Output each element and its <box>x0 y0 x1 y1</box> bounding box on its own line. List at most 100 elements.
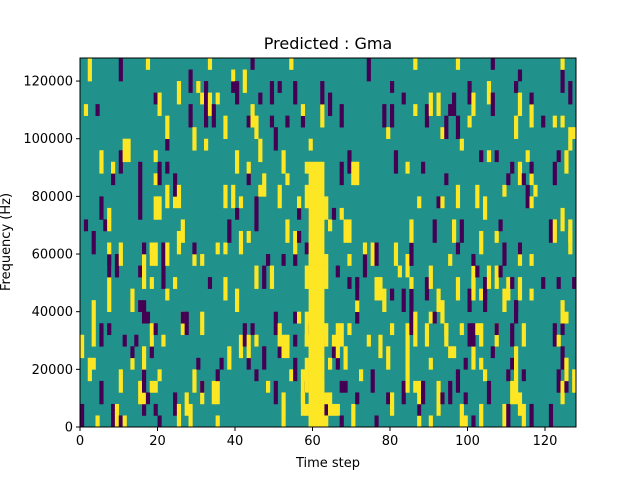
heatmap-cell <box>312 346 317 359</box>
heatmap-cell <box>273 323 278 336</box>
heatmap-cell <box>312 403 317 416</box>
heatmap-cell <box>188 69 193 82</box>
heatmap-cell <box>223 196 228 209</box>
heatmap-cell <box>331 403 337 416</box>
heatmap-cell <box>254 219 259 232</box>
heatmap-cell <box>471 323 476 336</box>
heatmap-cell <box>304 323 309 336</box>
x-tick-label: 120 <box>533 434 558 449</box>
heatmap-cell <box>99 334 104 347</box>
heatmap-cell <box>173 196 178 209</box>
heatmap-cell <box>347 161 352 174</box>
heatmap-cell <box>440 196 445 209</box>
heatmap-cell <box>521 403 526 416</box>
heatmap-cell <box>366 334 371 347</box>
heatmap-cell <box>200 92 205 105</box>
heatmap-cell <box>235 150 240 163</box>
heatmap-cell <box>568 242 573 255</box>
heatmap-cell <box>452 219 457 232</box>
heatmap-cell <box>200 323 205 336</box>
heatmap-cell <box>281 415 286 428</box>
heatmap-cell <box>176 92 182 105</box>
heatmap-cell <box>312 300 317 312</box>
heatmap-cell <box>320 265 325 278</box>
heatmap-cell <box>374 254 379 266</box>
heatmap-cell <box>277 346 282 359</box>
heatmap-cell <box>157 369 162 382</box>
heatmap-cell <box>80 415 85 428</box>
heatmap-cell <box>157 415 162 428</box>
heatmap-cell <box>285 334 290 347</box>
heatmap-cell <box>440 311 445 324</box>
heatmap-cell <box>331 207 337 220</box>
heatmap-cell <box>312 254 317 266</box>
heatmap-cell <box>324 277 329 289</box>
heatmap-cell <box>107 265 112 278</box>
heatmap-cell <box>204 81 209 93</box>
heatmap-cell <box>258 184 263 197</box>
heatmap-cell <box>405 161 410 174</box>
heatmap-cell <box>114 415 120 428</box>
heatmap-cell <box>111 403 116 416</box>
heatmap-cell <box>254 277 259 289</box>
heatmap-cell <box>564 380 569 393</box>
heatmap-cell <box>483 277 488 289</box>
heatmap-cell <box>312 323 317 336</box>
heatmap-cell <box>122 415 127 428</box>
heatmap-cell <box>560 219 565 232</box>
heatmap-cell <box>153 173 158 186</box>
x-tick-label: 0 <box>76 434 84 449</box>
heatmap-cell <box>126 150 131 163</box>
heatmap-cell <box>200 380 205 393</box>
heatmap-cell <box>91 300 96 312</box>
heatmap-cell <box>467 92 472 105</box>
heatmap-cell <box>486 277 492 289</box>
heatmap-cell <box>176 415 182 428</box>
heatmap-cell <box>378 277 383 289</box>
heatmap-cell <box>351 415 356 428</box>
heatmap-cell <box>514 311 519 324</box>
heatmap-cell <box>273 311 278 324</box>
heatmap-cell <box>161 334 166 347</box>
heatmap-cell <box>107 207 112 220</box>
heatmap-cell <box>173 173 178 186</box>
heatmap-cell <box>525 150 530 163</box>
heatmap-cell <box>560 69 565 82</box>
heatmap-cell <box>153 92 158 105</box>
heatmap-cell <box>378 346 383 359</box>
x-tick-label: 80 <box>382 434 399 449</box>
heatmap-cell <box>300 104 306 116</box>
heatmap-cell <box>355 277 360 289</box>
heatmap-cell <box>483 369 488 382</box>
heatmap-cell <box>521 323 526 336</box>
heatmap-cell <box>347 254 352 266</box>
heatmap-cell <box>304 369 309 382</box>
heatmap-cell <box>180 311 185 324</box>
heatmap-cell <box>370 369 375 382</box>
heatmap-cell <box>556 369 561 382</box>
heatmap-cell <box>316 184 321 197</box>
heatmap-cell <box>304 265 309 278</box>
heatmap-cell <box>149 323 154 336</box>
heatmap-cell <box>444 115 449 128</box>
heatmap-cell <box>320 357 325 370</box>
heatmap-cell <box>304 161 309 174</box>
heatmap-cell <box>548 403 554 416</box>
heatmap-cell <box>409 288 414 301</box>
heatmap-cell <box>409 254 414 266</box>
heatmap-cell <box>316 207 321 220</box>
heatmap-cell <box>436 104 441 116</box>
heatmap-cell <box>285 115 290 128</box>
heatmap-cell <box>560 311 565 324</box>
heatmap-cell <box>459 323 464 336</box>
heatmap-cell <box>339 415 344 428</box>
heatmap-cell <box>316 300 321 312</box>
heatmap-cell <box>246 346 251 359</box>
heatmap-cell <box>293 230 298 243</box>
heatmap-cell <box>235 207 240 220</box>
heatmap-cell <box>328 219 333 232</box>
heatmap-cell <box>362 242 368 255</box>
heatmap-cell <box>320 184 325 197</box>
heatmap-cell <box>479 323 484 336</box>
heatmap-cell <box>235 81 240 93</box>
